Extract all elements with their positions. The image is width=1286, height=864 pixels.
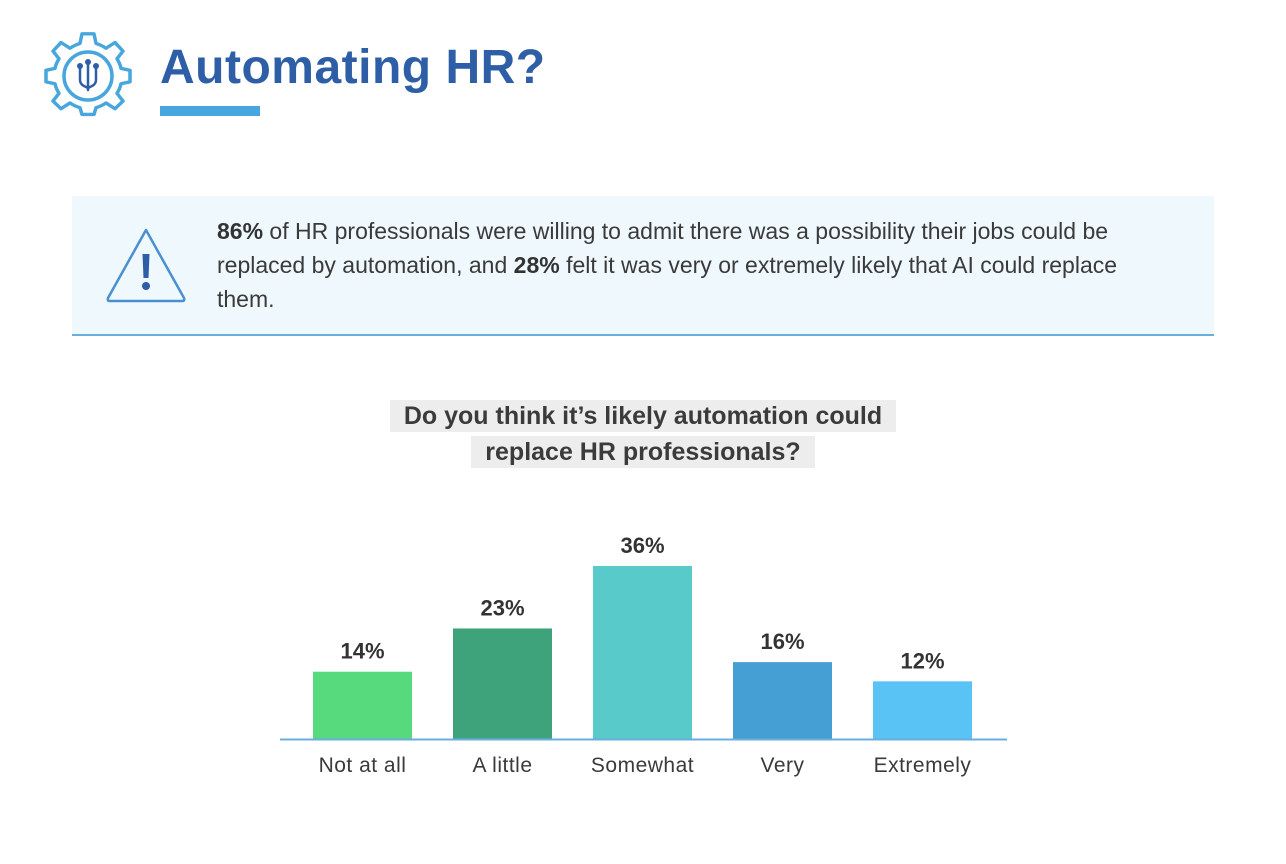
bar-somewhat <box>593 566 692 739</box>
chart-title: Do you think it’s likely automation coul… <box>0 398 1286 470</box>
category-label: Very <box>760 754 804 777</box>
callout-text-part2: felt it was very or extremely likely tha… <box>217 252 1118 312</box>
bar-not-at-all <box>313 671 412 739</box>
value-label: 23% <box>480 595 524 620</box>
callout-box: 86% of HR professionals were willing to … <box>72 196 1214 336</box>
category-label: Somewhat <box>591 754 694 777</box>
value-label: 14% <box>340 639 384 664</box>
bar-very <box>733 662 832 739</box>
chart-title-line1: Do you think it’s likely automation coul… <box>389 400 897 432</box>
value-label: 12% <box>900 648 944 673</box>
stat-86: 86% <box>217 218 264 244</box>
category-label: A little <box>472 754 532 777</box>
category-label: Not at all <box>319 754 407 777</box>
title-underline <box>160 106 260 116</box>
stat-28: 28% <box>513 252 560 278</box>
gear-icon <box>44 32 132 117</box>
bar-a-little <box>453 628 552 739</box>
page-title: Automating HR? <box>160 41 546 94</box>
callout-text-part1: of HR professionals were willing to admi… <box>217 218 1109 278</box>
value-label: 36% <box>620 533 664 558</box>
value-label: 16% <box>760 629 804 654</box>
bar-extremely <box>873 681 972 739</box>
category-label: Extremely <box>874 754 972 777</box>
chart-title-line2: replace HR professionals? <box>471 436 815 468</box>
warning-icon <box>106 228 186 303</box>
callout-text: 86% of HR professionals were willing to … <box>217 214 1177 316</box>
